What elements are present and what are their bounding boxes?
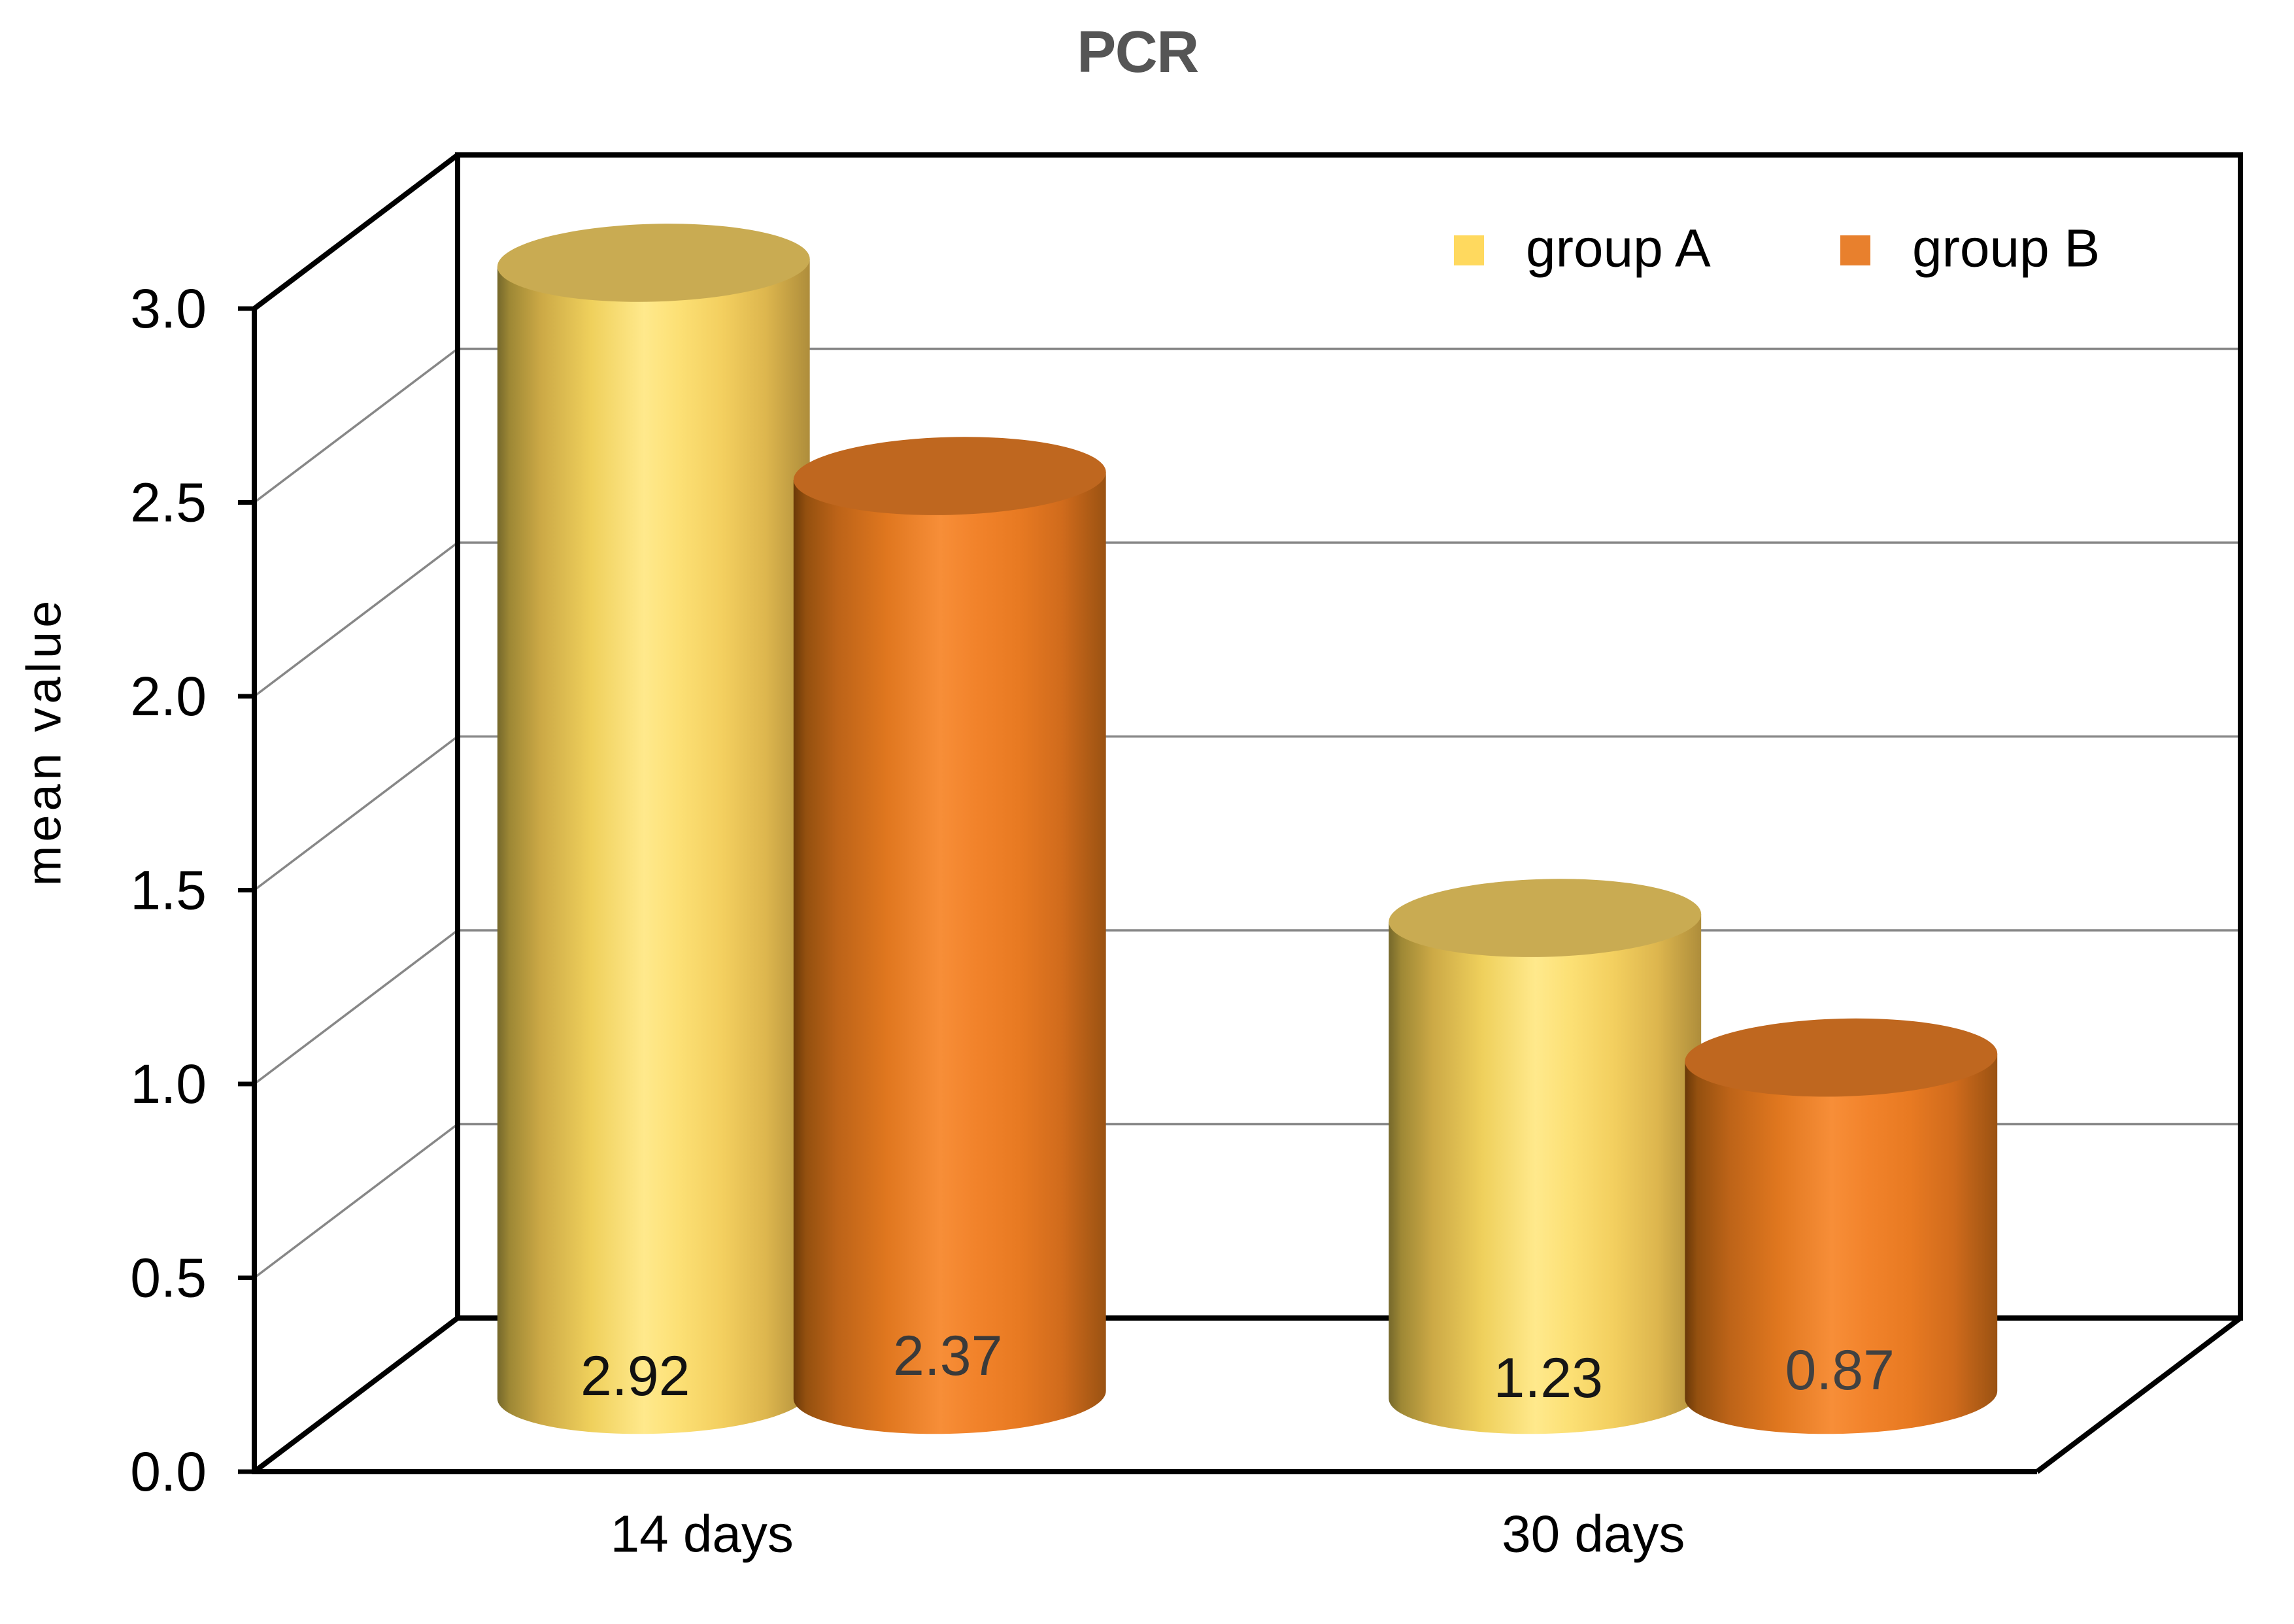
legend-swatch-group-A <box>1454 235 1484 265</box>
y-tick-label: 3.0 <box>130 278 207 339</box>
cylinder-top <box>497 224 810 302</box>
y-tick-label: 2.0 <box>130 666 207 727</box>
cylinder-top <box>1685 1018 1998 1097</box>
legend-label-group-A: group A <box>1526 219 1711 279</box>
data-label: 0.87 <box>1785 1339 1895 1402</box>
cylinder-side <box>1685 1053 1998 1434</box>
cylinder-group-B-14-days: 2.37 <box>793 437 1106 1434</box>
back-wall <box>455 152 2243 1321</box>
cylinder-side <box>793 472 1106 1434</box>
floor-left-edge <box>252 1315 460 1474</box>
y-tick-label: 2.5 <box>130 472 207 533</box>
cylinder-group-B-30-days: 0.87 <box>1685 1018 1998 1434</box>
y-axis-title: mean value <box>17 597 71 887</box>
cylinder-top <box>1389 879 1702 957</box>
side-wall-top-edge <box>252 152 460 311</box>
x-category-label: 14 days <box>611 1505 794 1563</box>
y-tick-label: 0.0 <box>130 1441 207 1502</box>
data-label: 1.23 <box>1494 1347 1603 1410</box>
cylinder-group-A-14-days: 2.92 <box>497 224 810 1434</box>
legend-label-group-B: group B <box>1912 219 2100 279</box>
data-label: 2.37 <box>893 1325 1002 1387</box>
legend-swatch-group-B <box>1840 235 1870 265</box>
y-tick-label: 1.5 <box>130 860 207 921</box>
y-tick-label: 0.5 <box>130 1247 207 1309</box>
floor-right-edge <box>2035 1315 2242 1474</box>
y-tick-label: 1.0 <box>130 1053 207 1115</box>
cylinder-group-A-30-days: 1.23 <box>1389 879 1702 1434</box>
chart-title: PCR <box>1077 20 1198 85</box>
cylinder-side <box>497 259 810 1434</box>
cylinder-side <box>1389 914 1702 1434</box>
x-category-label: 30 days <box>1502 1505 1685 1563</box>
cylinder-top <box>793 437 1106 515</box>
data-label: 2.92 <box>581 1345 690 1408</box>
legend: group A group B <box>1454 219 2100 279</box>
